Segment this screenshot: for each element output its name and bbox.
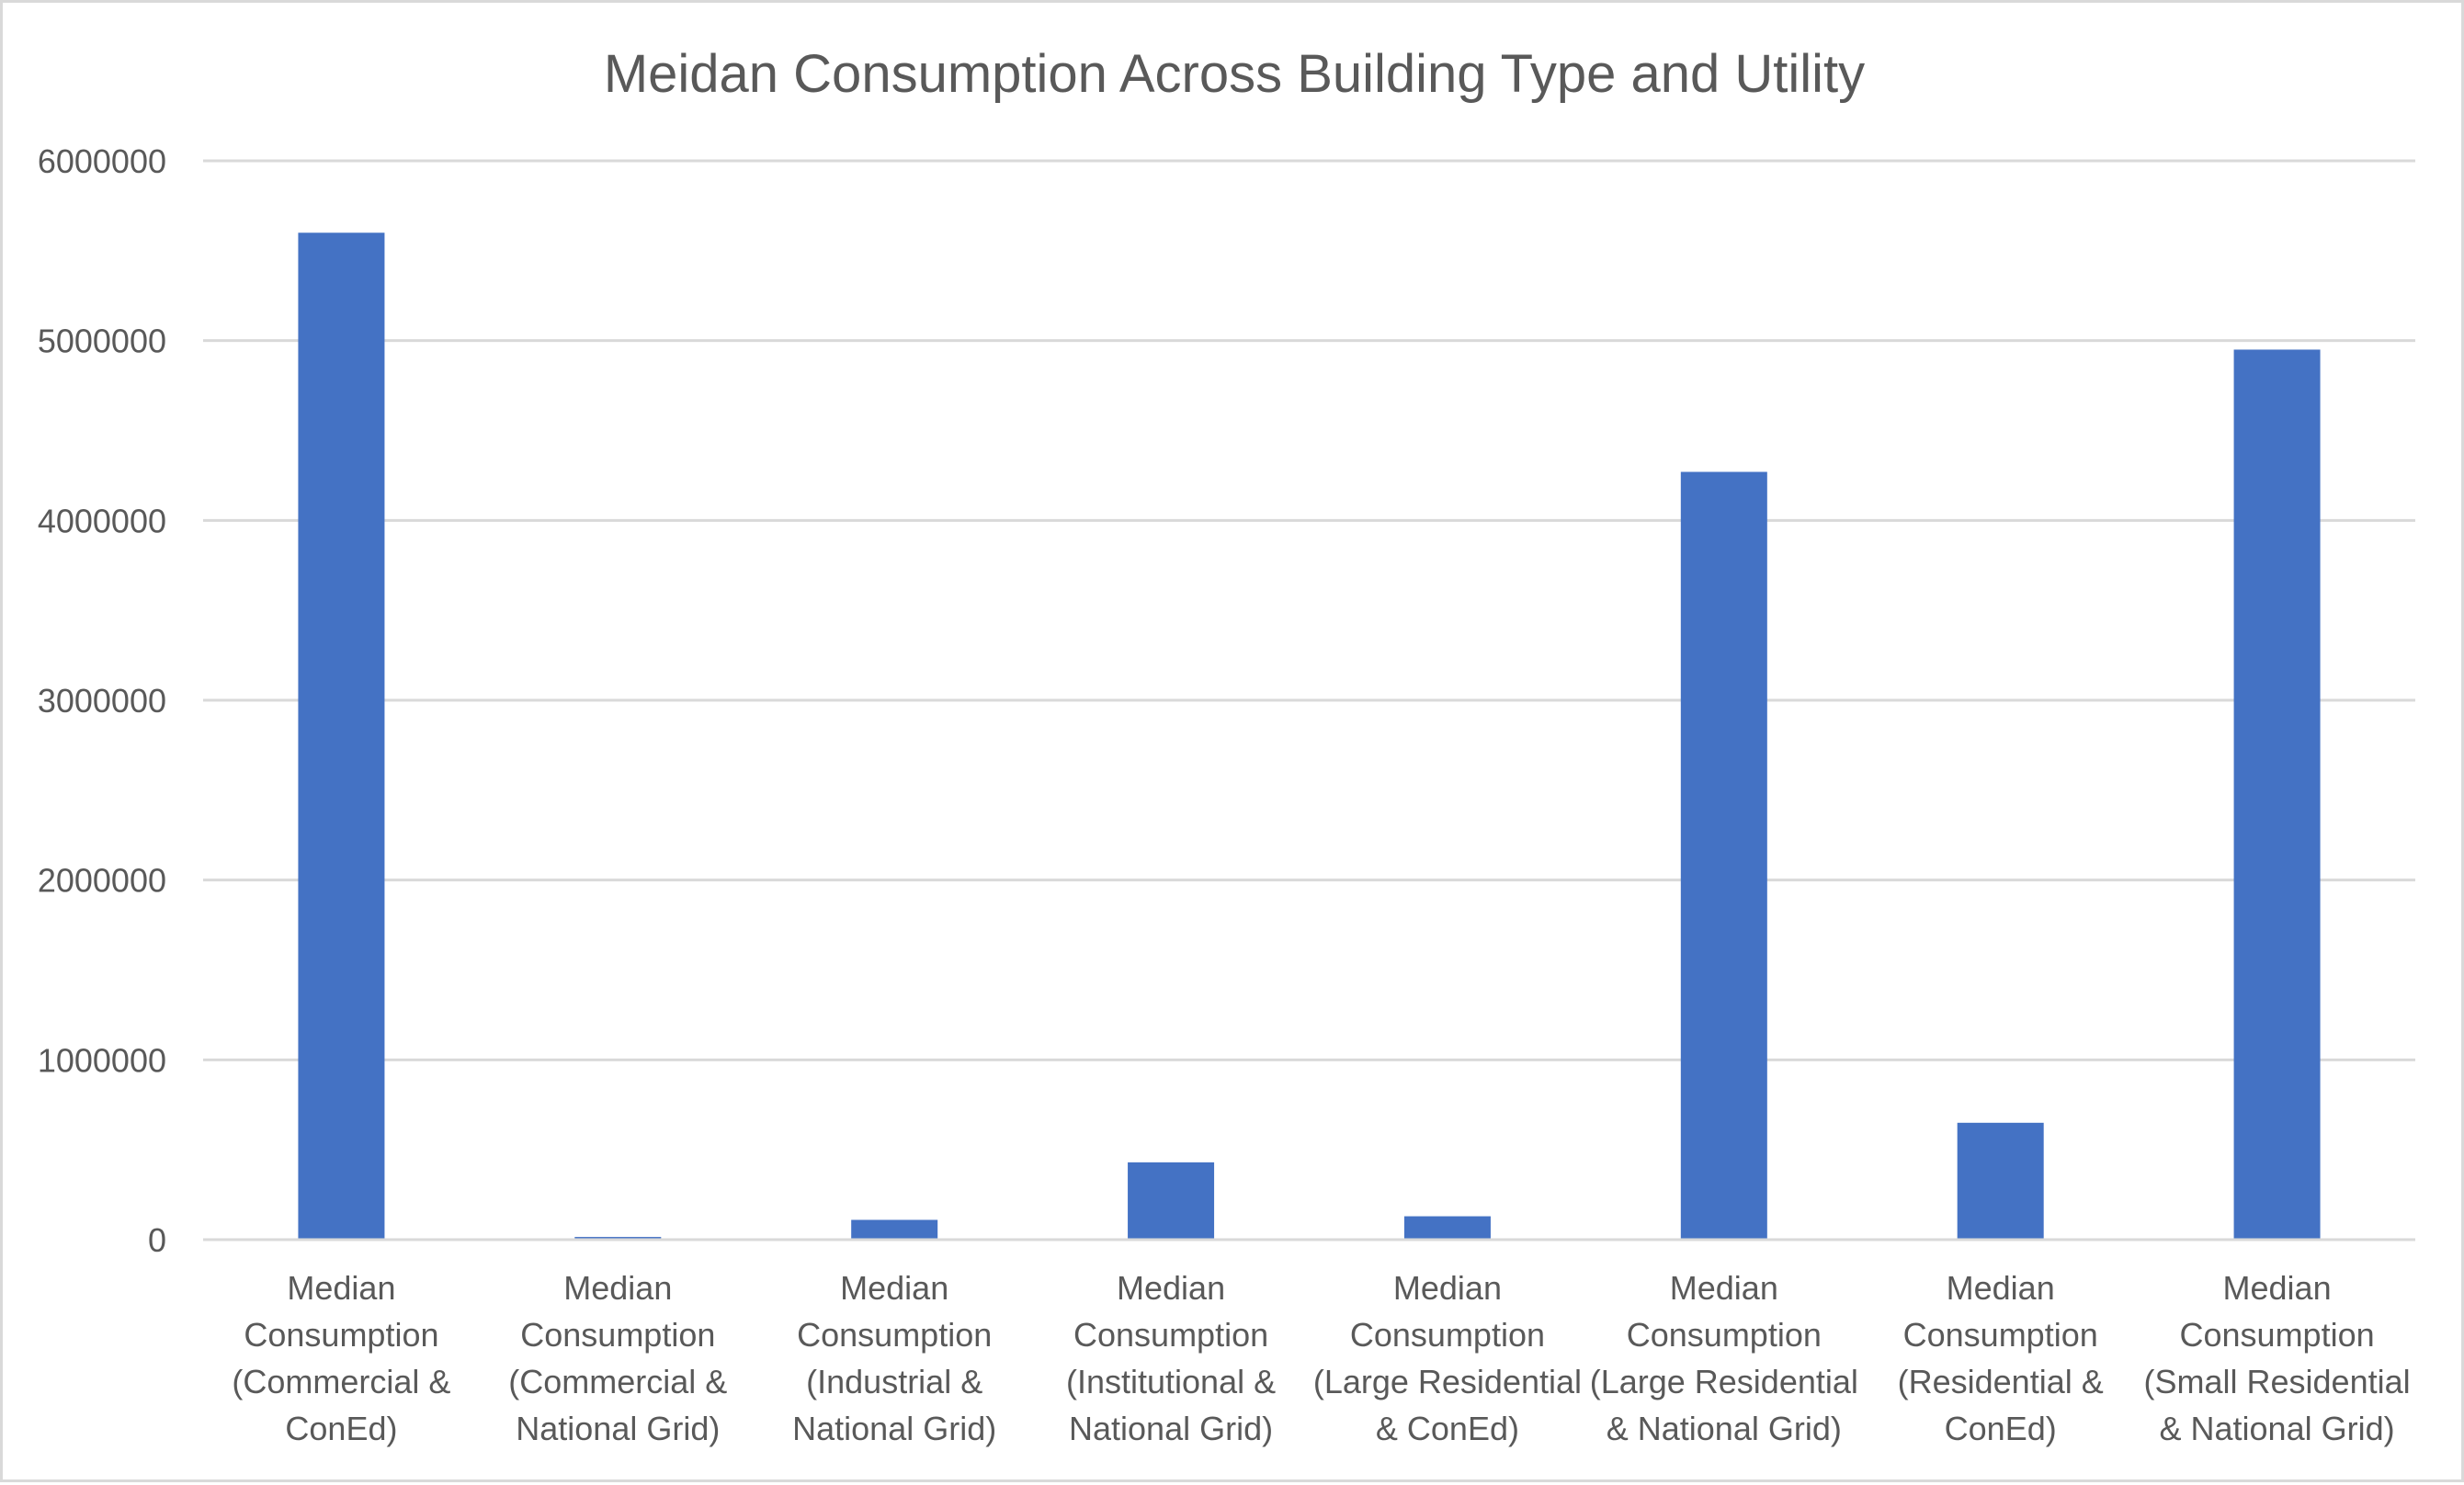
x-tick-label-line: (Commercial & (508, 1363, 727, 1400)
x-tick-label-line: Consumption (2180, 1316, 2375, 1354)
x-tick-label-line: (Institutional & (1066, 1363, 1276, 1400)
x-tick-label-line: Consumption (1903, 1316, 2098, 1354)
x-tick-label-line: (Commercial & (232, 1363, 450, 1400)
y-tick-label: 2000000 (38, 862, 166, 900)
x-axis: Median Consumption (Commercial & ConEd)Medi… (203, 1238, 2415, 1447)
x-tick-label-line: (Industrial & (806, 1363, 982, 1400)
y-tick-label: 5000000 (38, 323, 166, 360)
bar (298, 232, 385, 1241)
gridlines (203, 159, 2415, 1241)
bar (851, 1219, 938, 1240)
x-tick-label-line: (Small Residential (2144, 1363, 2411, 1400)
x-tick-label: Median Consumption (Large Residential & Nat… (1590, 1269, 1858, 1447)
x-tick-label: Median Consumption (Commercial & ConEd) (232, 1269, 450, 1447)
x-tick-label-line: Median (2223, 1269, 2332, 1307)
x-tick-label-line: National Grid) (516, 1410, 720, 1447)
x-tick-label: Median Consumption (Large Residential & Con… (1313, 1269, 1582, 1447)
x-tick-label-line: Consumption (1073, 1316, 1268, 1354)
x-tick-label-line: Median (1117, 1269, 1225, 1307)
x-tick-label: Median Consumption (Industrial & National G… (792, 1269, 996, 1447)
x-tick-label-line: Median (563, 1269, 672, 1307)
x-tick-label-line: & ConEd) (1376, 1410, 1519, 1447)
bars (298, 232, 2321, 1241)
x-tick-label-line: Median (1393, 1269, 1502, 1307)
y-axis: 0 1000000 2000000 3000000 4000000 5000000 6000… (38, 142, 166, 1259)
x-tick-label-line: Median (840, 1269, 948, 1307)
x-tick-label: Median Consumption (Small Residential & Nat… (2144, 1269, 2411, 1447)
bar (1403, 1216, 1491, 1240)
chart-title: Meidan Consumption Across Building Type … (604, 44, 1865, 104)
y-tick-label: 0 (148, 1221, 166, 1259)
x-tick-label-line: Consumption (1627, 1316, 1822, 1354)
bar (1680, 471, 1767, 1240)
x-tick-label-line: National Grid) (1069, 1410, 1273, 1447)
y-tick-label: 4000000 (38, 502, 166, 539)
x-tick-label-line: Consumption (244, 1316, 438, 1354)
x-tick-label-line: Consumption (520, 1316, 715, 1354)
bar (1957, 1122, 2044, 1240)
x-tick-label-line: & National Grid) (2160, 1410, 2395, 1447)
x-tick-label-line: (Residential & (1898, 1363, 2104, 1400)
bar-chart: Meidan Consumption Across Building Type … (38, 44, 2415, 1447)
x-tick-label-line: Median (1670, 1269, 1778, 1307)
y-tick-label: 1000000 (38, 1041, 166, 1079)
x-tick-label-line: (Large Residential (1590, 1363, 1858, 1400)
y-tick-label: 3000000 (38, 682, 166, 720)
bar (2233, 349, 2321, 1240)
x-tick-label: Median Consumption (Institutional & Nationa… (1066, 1269, 1276, 1447)
x-tick-label-line: (Large Residential (1313, 1363, 1582, 1400)
x-tick-label-line: Median (287, 1269, 395, 1307)
x-tick-label-line: National Grid) (792, 1410, 996, 1447)
bar (1128, 1162, 1215, 1240)
y-tick-label: 6000000 (38, 142, 166, 180)
x-tick-label-line: & National Grid) (1607, 1410, 1842, 1447)
x-tick-label-line: ConEd) (285, 1410, 397, 1447)
x-tick-label-line: Consumption (1350, 1316, 1545, 1354)
x-tick-label: Median Consumption (Commercial & National G… (508, 1269, 727, 1447)
x-tick-label: Median Consumption (Residential & ConEd) (1898, 1269, 2104, 1447)
x-tick-label-line: Consumption (797, 1316, 992, 1354)
x-tick-label-line: ConEd) (1945, 1410, 2057, 1447)
x-tick-label-line: Median (1947, 1269, 2055, 1307)
